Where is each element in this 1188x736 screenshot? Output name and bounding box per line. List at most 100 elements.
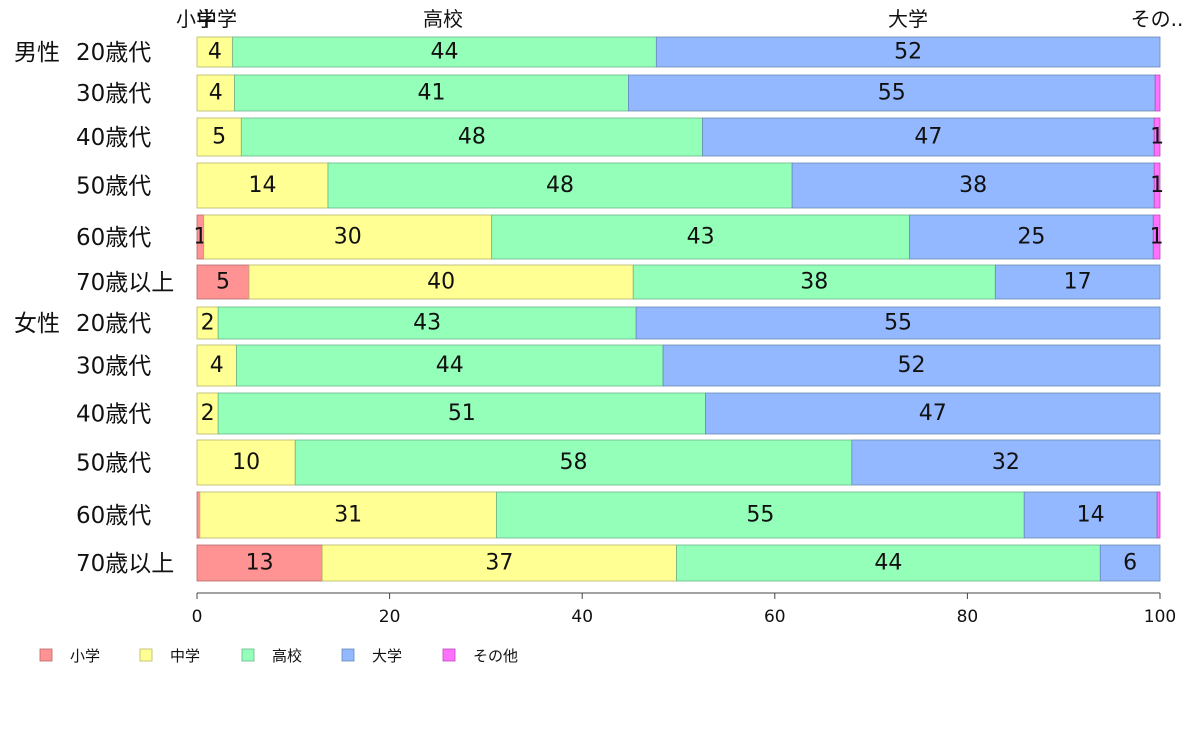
bar-segment <box>702 117 1155 157</box>
bar-segment <box>196 36 234 68</box>
data-label: 2 <box>201 401 215 426</box>
bar-segment <box>1152 214 1161 260</box>
row-label: 30歳代 <box>76 354 151 380</box>
bar-segment <box>234 74 629 112</box>
data-label: 58 <box>560 450 588 475</box>
bar-segment <box>196 264 250 300</box>
data-label: 25 <box>1017 225 1045 250</box>
bar-segment <box>909 214 1154 260</box>
data-label: 47 <box>914 125 942 150</box>
top-label-0: 小学 <box>176 7 216 31</box>
bar-segment <box>1154 74 1161 112</box>
data-label: 41 <box>417 81 445 106</box>
top-label-2: 高校 <box>423 7 463 31</box>
bar-segment <box>236 344 664 387</box>
data-label: 13 <box>246 551 274 576</box>
bar-segment <box>705 392 1161 435</box>
x-tick-label: 20 <box>379 607 401 627</box>
bar-segment <box>196 439 296 486</box>
bar-segment <box>199 491 497 539</box>
bar-segment <box>203 214 493 260</box>
bar-segment <box>196 74 235 112</box>
data-label: 10 <box>232 450 260 475</box>
bars-area: 4 44 524 41 555 48 47 114 48 38 11 30 43 25 15 40 38 172 4… <box>193 36 1164 582</box>
legend-swatch <box>39 648 53 662</box>
data-label: 55 <box>746 503 774 528</box>
group-label: 男性 <box>14 40 60 66</box>
bar-segment <box>628 74 1156 112</box>
data-label: 47 <box>919 401 947 426</box>
x-tick-label: 100 <box>1144 607 1176 627</box>
top-label-3: 大学 <box>888 7 928 31</box>
bar-segment <box>240 117 703 157</box>
data-label: 48 <box>458 125 486 150</box>
top-label-4: その.. <box>1131 7 1184 31</box>
row-label: 70歳以上 <box>76 551 174 577</box>
data-label: 44 <box>430 40 458 65</box>
bar-segment <box>994 264 1161 300</box>
bar-segment <box>1153 162 1161 209</box>
data-label: 44 <box>436 353 464 378</box>
row-label: 30歳代 <box>76 81 151 107</box>
bar-segment <box>196 544 323 582</box>
legend: 小学 中学 高校 大学 その他 <box>39 647 518 665</box>
x-axis: 0 20 40 60 80 100 <box>192 592 1176 627</box>
bar-segment <box>196 491 201 539</box>
data-label: 37 <box>485 551 513 576</box>
row-label: 40歳代 <box>76 125 151 151</box>
data-label: 6 <box>1123 551 1137 576</box>
data-label: 52 <box>898 353 926 378</box>
bar-segment <box>232 36 657 68</box>
bar-segment <box>491 214 911 260</box>
bar-segment <box>217 392 706 435</box>
data-label: 43 <box>687 225 715 250</box>
bar-segment <box>1156 491 1161 539</box>
bar-segment <box>1099 544 1161 582</box>
bar-segment <box>496 491 1025 539</box>
data-label: 51 <box>448 401 476 426</box>
data-label: 32 <box>992 450 1020 475</box>
legend-swatch <box>442 648 456 662</box>
data-label: 40 <box>427 270 455 295</box>
row-label: 20歳代 <box>76 40 151 66</box>
row-label: 50歳代 <box>76 174 151 200</box>
row-label: 50歳代 <box>76 451 151 477</box>
x-tick-label: 80 <box>957 607 979 627</box>
data-label: 5 <box>212 125 226 150</box>
bar-segment <box>217 306 637 340</box>
bar-segment <box>1023 491 1158 539</box>
data-label: 14 <box>1077 503 1105 528</box>
bar-segment <box>1153 117 1161 157</box>
data-label: 48 <box>546 173 574 198</box>
row-label: 60歳代 <box>76 225 151 251</box>
data-label: 2 <box>201 311 215 336</box>
bar-segment <box>632 264 996 300</box>
legend-label: 小学 <box>70 647 100 665</box>
data-label: 44 <box>874 551 902 576</box>
bar-segment <box>196 162 329 209</box>
data-label: 55 <box>884 311 912 336</box>
legend-swatch <box>341 648 355 662</box>
bar-segment <box>635 306 1161 340</box>
bar-segment <box>327 162 793 209</box>
legend-label: 高校 <box>272 647 302 665</box>
bar-segment <box>851 439 1161 486</box>
legend-swatch <box>139 648 153 662</box>
bar-segment <box>676 544 1101 582</box>
data-label: 43 <box>413 311 441 336</box>
data-label: 30 <box>334 225 362 250</box>
bar-segment <box>662 344 1161 387</box>
x-tick-label: 40 <box>571 607 593 627</box>
x-tick-label: 0 <box>192 607 203 627</box>
data-label: 1 <box>1150 173 1164 198</box>
data-label: 52 <box>894 40 922 65</box>
top-label-1: 中学 <box>197 7 237 31</box>
group-label: 女性 <box>14 311 60 337</box>
data-label: 4 <box>208 40 222 65</box>
x-tick-label: 60 <box>764 607 786 627</box>
row-labels: 20歳代男性30歳代40歳代50歳代60歳代70歳以上20歳代女性30歳代40歳… <box>14 40 174 577</box>
data-label: 4 <box>210 353 224 378</box>
legend-swatch <box>241 648 255 662</box>
row-label: 20歳代 <box>76 311 151 337</box>
